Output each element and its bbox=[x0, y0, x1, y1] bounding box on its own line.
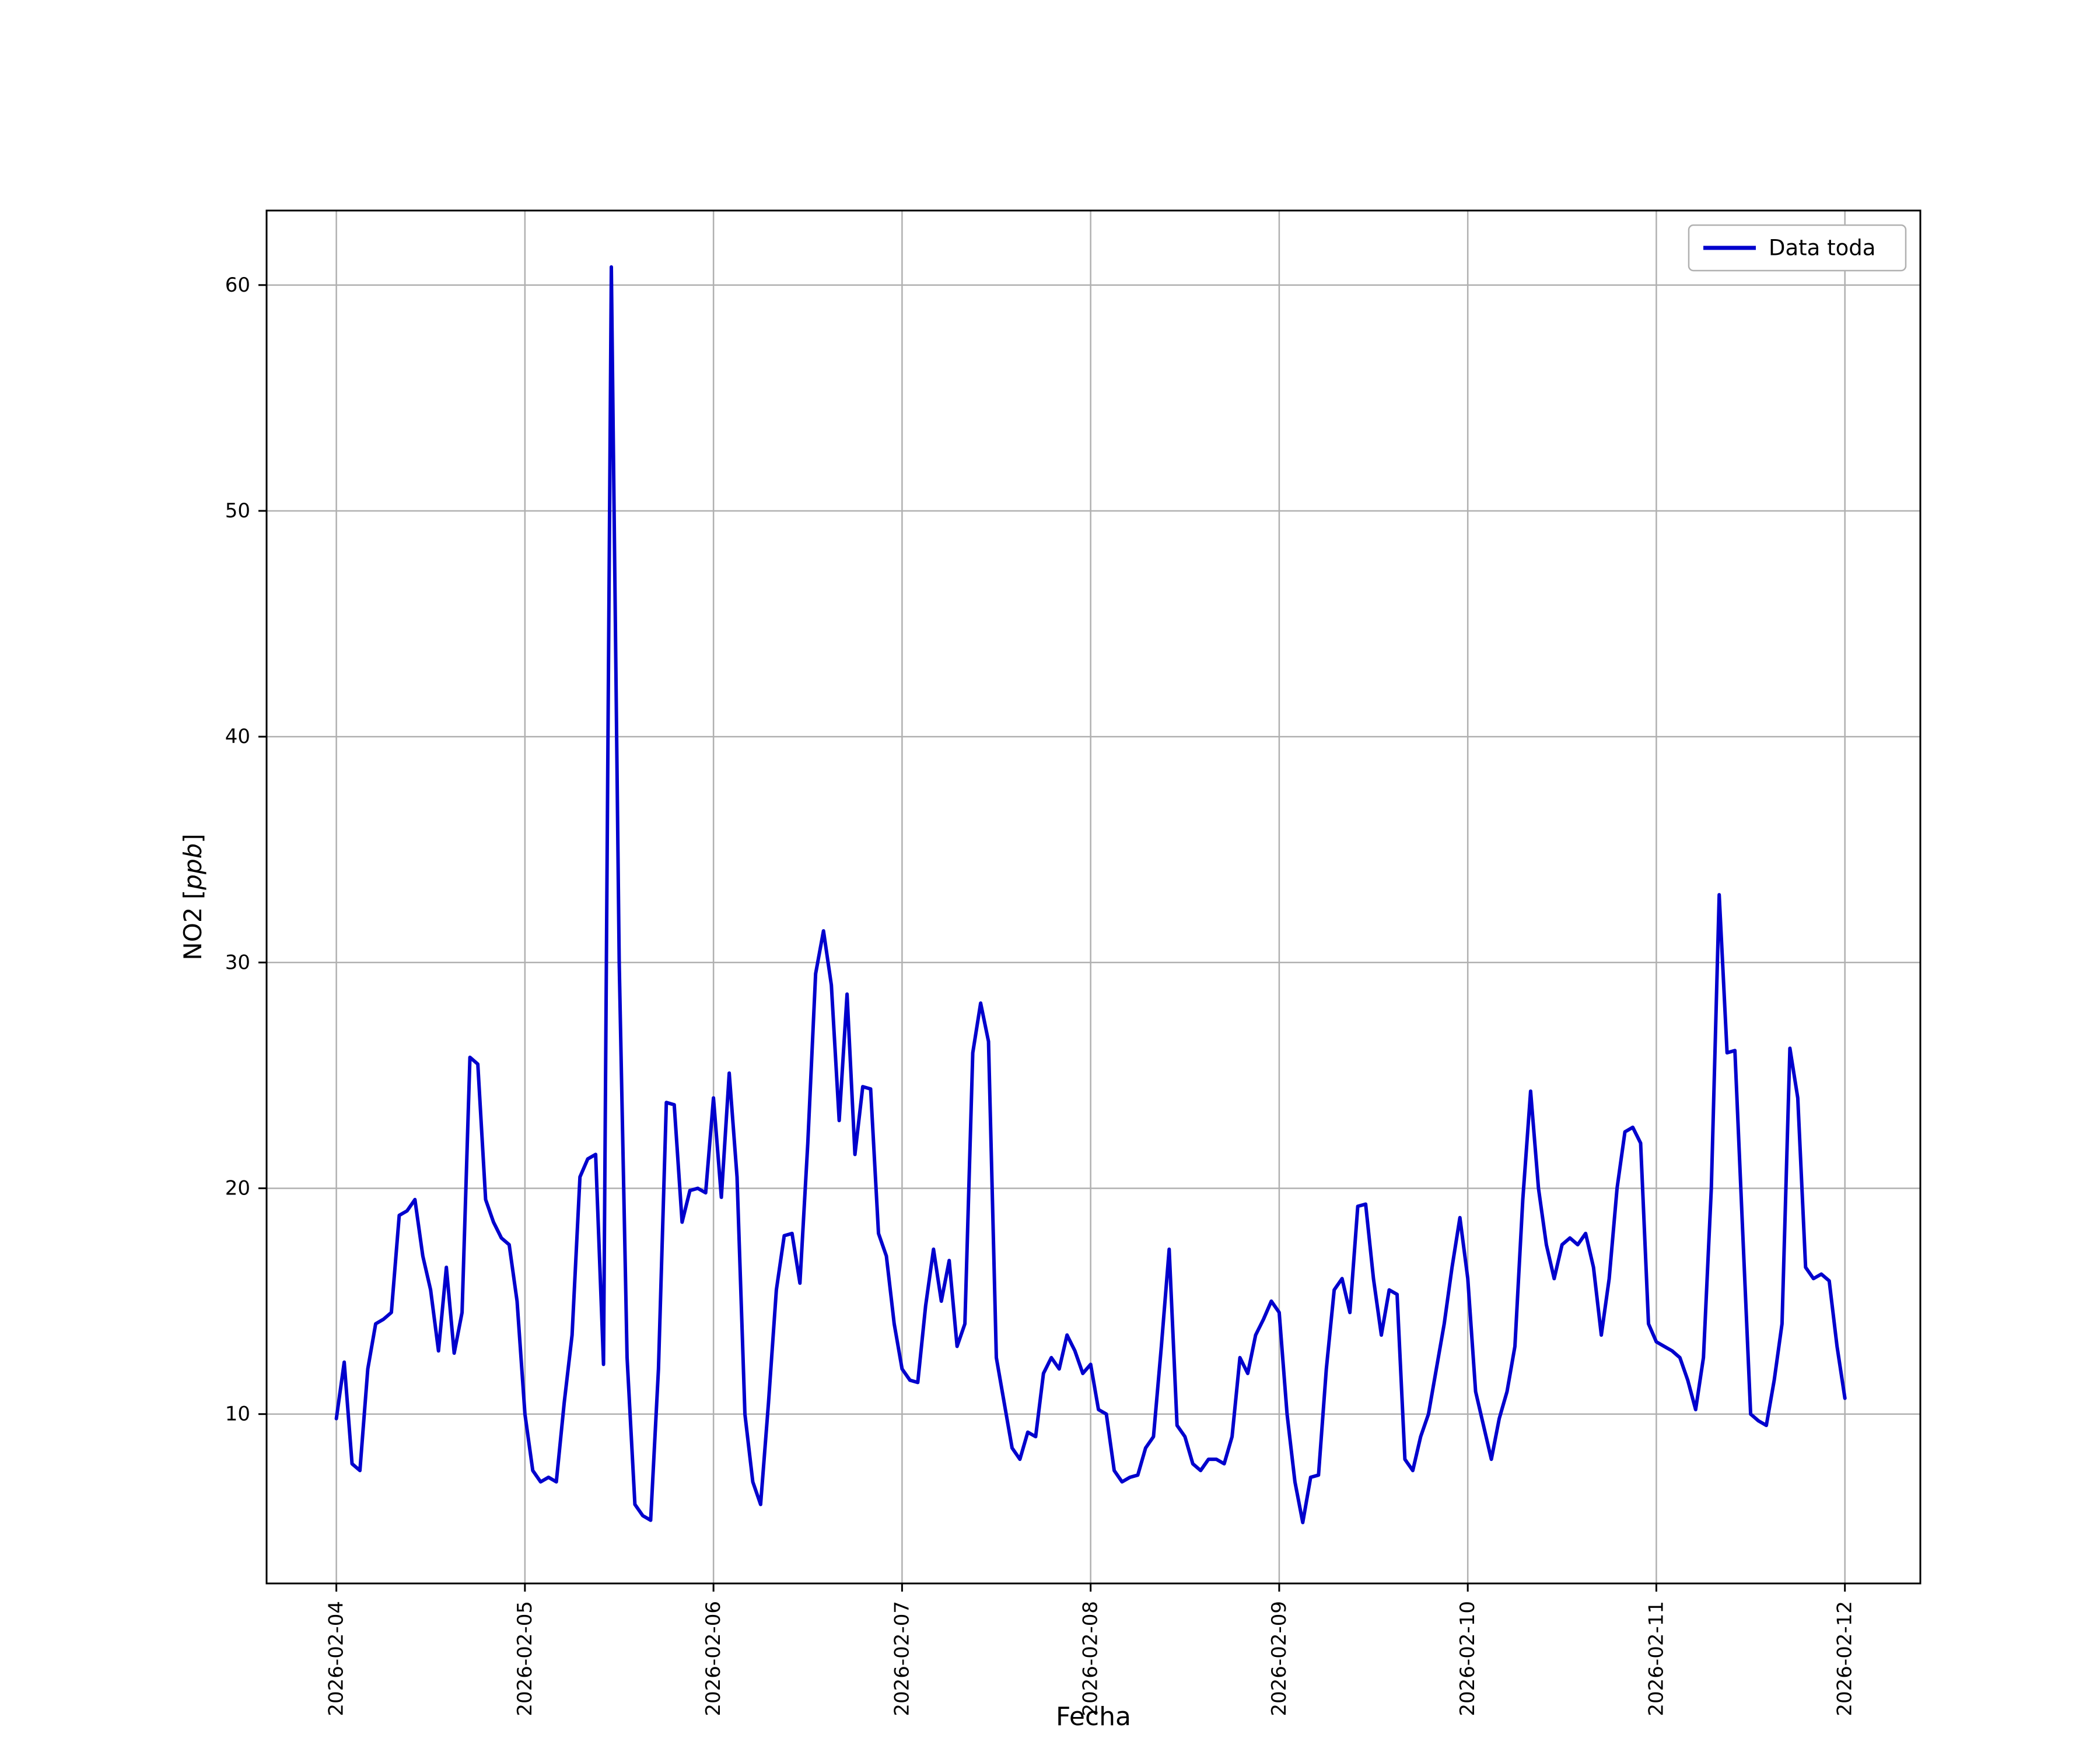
y-axis-label: NO2 [ppb] bbox=[178, 833, 207, 960]
x-tick-label: 2026-02-11 bbox=[1644, 1601, 1668, 1716]
x-tick-label: 2026-02-10 bbox=[1456, 1601, 1479, 1716]
y-tick-label: 30 bbox=[225, 951, 250, 974]
y-tick-label: 40 bbox=[225, 725, 250, 748]
x-tick-label: 2026-02-04 bbox=[325, 1601, 348, 1716]
x-tick-label: 2026-02-05 bbox=[513, 1601, 537, 1716]
x-tick-label: 2026-02-09 bbox=[1268, 1601, 1291, 1716]
x-axis-label: Fecha bbox=[1056, 1702, 1131, 1732]
x-tick-label: 2026-02-12 bbox=[1833, 1601, 1857, 1716]
data-line-series bbox=[334, 265, 1847, 1525]
y-tick-label: 60 bbox=[225, 274, 250, 297]
y-tick-label: 20 bbox=[225, 1176, 250, 1200]
legend-label: Data toda bbox=[1769, 236, 1875, 261]
x-tick-label: 2026-02-06 bbox=[702, 1601, 725, 1716]
legend-box bbox=[1688, 224, 1907, 272]
x-tick-label: 2026-02-08 bbox=[1079, 1601, 1102, 1716]
y-tick-label: 50 bbox=[225, 499, 250, 523]
legend: Data toda bbox=[1688, 224, 1907, 272]
x-tick-label: 2026-02-07 bbox=[890, 1601, 914, 1716]
axes-spines bbox=[265, 209, 1922, 1585]
y-tick-label: 10 bbox=[225, 1403, 250, 1426]
